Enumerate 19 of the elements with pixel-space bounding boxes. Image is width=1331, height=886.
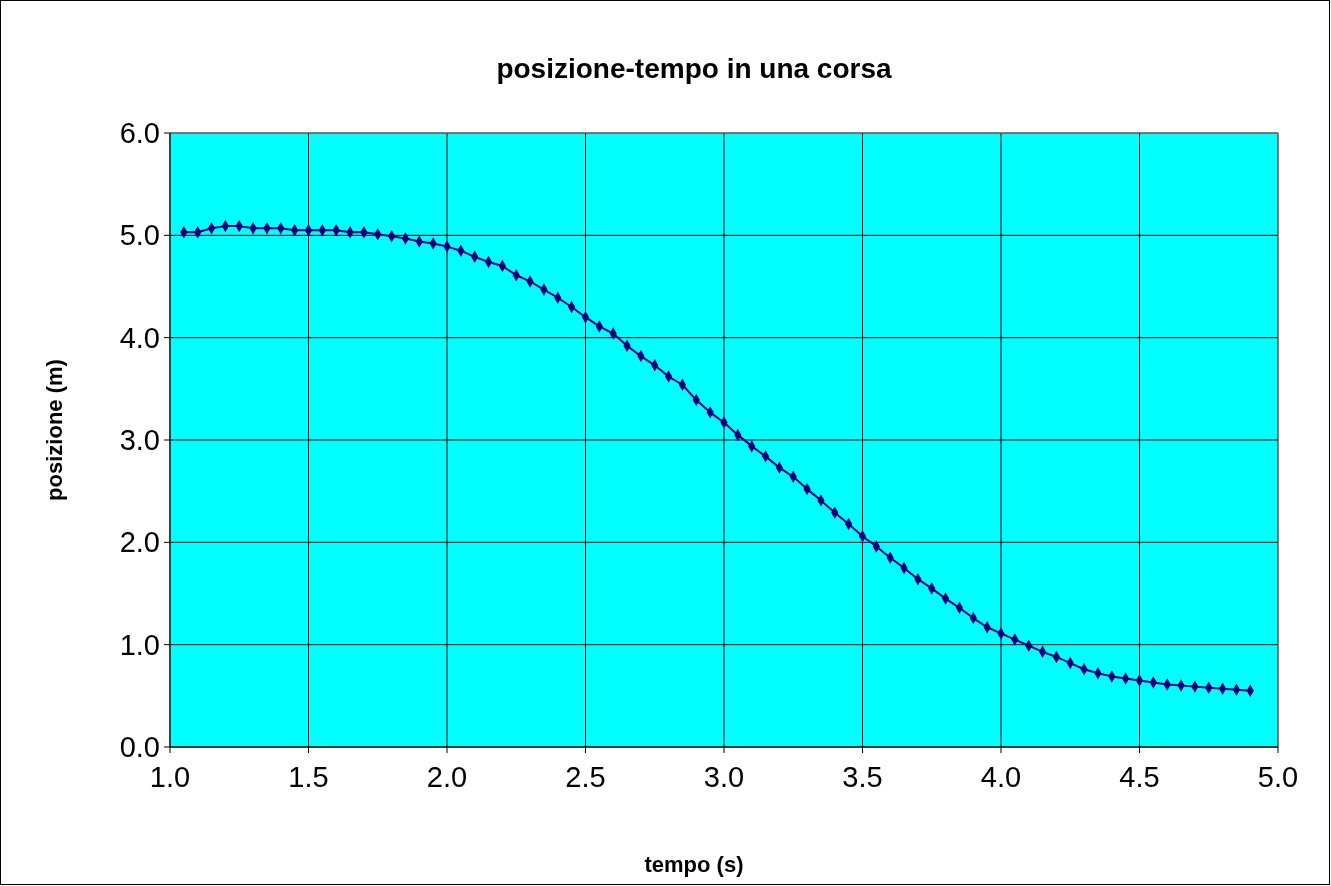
y-tick-label: 4.0 bbox=[119, 321, 160, 354]
y-tick-label: 1.0 bbox=[119, 628, 160, 661]
y-tick-label: 6.0 bbox=[119, 117, 160, 149]
x-tick-label: 1.0 bbox=[149, 761, 191, 793]
x-tick-label: 1.5 bbox=[288, 761, 329, 793]
x-tick-label: 4.5 bbox=[1119, 761, 1160, 793]
x-tick-label: 3.0 bbox=[703, 761, 745, 793]
y-tick-label: 5.0 bbox=[119, 219, 160, 252]
y-tick-label: 3.0 bbox=[119, 424, 160, 456]
x-tick-label: 2.5 bbox=[565, 761, 606, 793]
x-tick-label: 5.0 bbox=[1257, 761, 1299, 793]
x-tick-label: 2.0 bbox=[426, 761, 468, 793]
x-tick-label: 4.0 bbox=[980, 761, 1022, 793]
y-tick-label: 2.0 bbox=[119, 526, 160, 559]
y-tick-label: 0.0 bbox=[119, 731, 160, 763]
x-tick-label: 3.5 bbox=[842, 761, 883, 793]
y-axis-title: posizione (m) bbox=[42, 359, 67, 501]
chart-title: posizione-tempo in una corsa bbox=[496, 53, 892, 84]
x-axis-title: tempo (s) bbox=[644, 852, 744, 877]
